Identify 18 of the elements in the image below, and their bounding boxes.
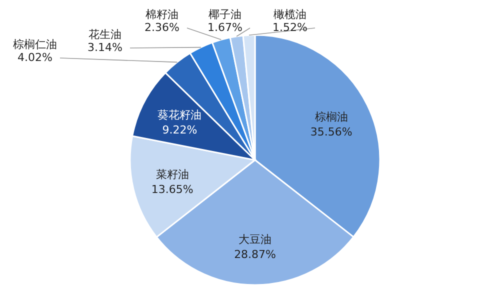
slice-label: 葵花籽油 <box>158 108 202 122</box>
slice-label: 菜籽油 <box>156 168 189 181</box>
slice-label: 棕榈仁油 <box>13 38 57 51</box>
data-label: 35.56% <box>310 126 352 139</box>
data-label: 4.02% <box>18 51 52 64</box>
slice-label: 棉籽油 <box>146 8 178 21</box>
data-label: 28.87% <box>234 248 276 261</box>
slice-label: 椰子油 <box>208 8 242 21</box>
data-label: 1.52% <box>272 21 308 34</box>
data-label: 9.22% <box>162 124 198 137</box>
slice-label: 大豆油 <box>238 233 272 246</box>
data-label: 1.67% <box>208 21 242 34</box>
slice-label: 花生油 <box>88 28 122 41</box>
data-label: 2.36% <box>144 21 180 34</box>
slice-label: 橄榄油 <box>274 8 306 21</box>
slice-label: 棕榈油 <box>314 110 348 124</box>
data-label: 3.14% <box>88 41 122 54</box>
data-label: 13.65% <box>151 182 194 196</box>
